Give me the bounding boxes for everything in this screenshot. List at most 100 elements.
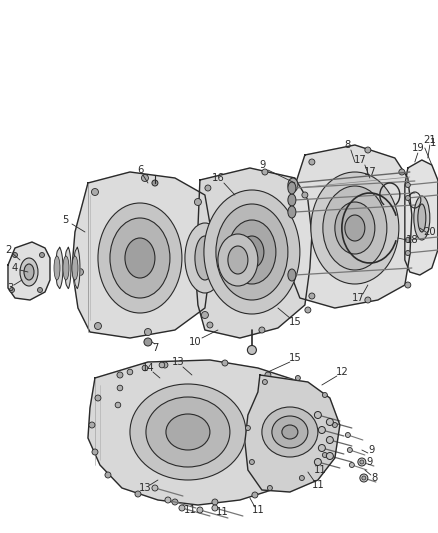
Circle shape (358, 458, 366, 466)
Circle shape (318, 445, 325, 451)
Text: 2: 2 (5, 245, 11, 255)
Circle shape (92, 189, 99, 196)
Ellipse shape (110, 218, 170, 298)
Circle shape (322, 453, 327, 457)
Circle shape (405, 282, 411, 288)
Ellipse shape (288, 269, 296, 281)
Circle shape (145, 328, 152, 335)
Ellipse shape (345, 215, 365, 241)
Circle shape (322, 392, 327, 398)
Circle shape (10, 287, 14, 293)
Text: 15: 15 (289, 317, 301, 327)
Ellipse shape (125, 238, 155, 278)
Circle shape (201, 311, 208, 319)
Circle shape (285, 475, 291, 481)
Ellipse shape (72, 256, 78, 280)
Circle shape (117, 385, 123, 391)
Polygon shape (56, 247, 63, 289)
Circle shape (142, 365, 148, 371)
Ellipse shape (54, 256, 60, 280)
Circle shape (117, 372, 123, 378)
Circle shape (302, 449, 308, 455)
Ellipse shape (166, 414, 210, 450)
Text: 14: 14 (141, 363, 154, 373)
Ellipse shape (282, 425, 298, 439)
Ellipse shape (24, 264, 34, 280)
Ellipse shape (98, 203, 182, 313)
Circle shape (350, 463, 354, 467)
Circle shape (197, 507, 203, 513)
Polygon shape (288, 145, 412, 308)
Circle shape (345, 432, 350, 438)
Ellipse shape (63, 256, 69, 280)
Text: 13: 13 (139, 483, 151, 493)
Circle shape (152, 180, 158, 186)
Circle shape (159, 362, 165, 368)
Ellipse shape (146, 397, 230, 467)
Text: 12: 12 (336, 367, 348, 377)
Circle shape (309, 293, 315, 299)
Circle shape (405, 196, 410, 200)
Circle shape (262, 379, 267, 384)
Text: 19: 19 (411, 143, 424, 153)
Polygon shape (65, 247, 71, 289)
Circle shape (95, 322, 102, 329)
Ellipse shape (288, 178, 298, 192)
Circle shape (326, 437, 333, 443)
Circle shape (347, 448, 352, 453)
Circle shape (152, 485, 158, 491)
Ellipse shape (288, 206, 296, 218)
Circle shape (77, 269, 84, 276)
Circle shape (127, 369, 133, 375)
Circle shape (212, 499, 218, 505)
Ellipse shape (311, 172, 399, 284)
Ellipse shape (335, 202, 375, 254)
Circle shape (365, 147, 371, 153)
Text: 8: 8 (345, 140, 351, 150)
Circle shape (305, 307, 311, 313)
Circle shape (405, 182, 410, 188)
Circle shape (305, 415, 311, 421)
Circle shape (252, 492, 258, 498)
Circle shape (194, 198, 201, 206)
Text: 4: 4 (12, 263, 18, 273)
Text: 6: 6 (137, 165, 143, 175)
Text: 17: 17 (353, 155, 366, 165)
Text: 8: 8 (372, 473, 378, 483)
Circle shape (247, 345, 256, 354)
Circle shape (265, 372, 271, 378)
Polygon shape (74, 247, 80, 289)
Circle shape (295, 389, 301, 395)
Ellipse shape (288, 194, 296, 206)
Text: 5: 5 (62, 215, 68, 225)
Circle shape (295, 376, 300, 381)
Polygon shape (245, 375, 340, 492)
Ellipse shape (288, 182, 296, 194)
Circle shape (318, 426, 325, 433)
Polygon shape (195, 168, 312, 338)
Circle shape (212, 505, 218, 511)
Circle shape (92, 449, 98, 455)
Text: 3: 3 (7, 283, 13, 293)
Circle shape (207, 322, 213, 328)
Circle shape (259, 327, 265, 333)
Ellipse shape (323, 186, 387, 270)
Circle shape (326, 418, 333, 425)
Text: 11: 11 (215, 507, 228, 517)
Ellipse shape (216, 204, 288, 300)
Circle shape (165, 497, 171, 503)
Circle shape (249, 459, 254, 464)
Circle shape (267, 486, 272, 490)
Text: 9: 9 (369, 445, 375, 455)
Text: 15: 15 (289, 353, 301, 363)
Text: 13: 13 (172, 357, 184, 367)
Circle shape (38, 287, 42, 293)
Ellipse shape (20, 258, 38, 286)
Text: 20: 20 (424, 227, 436, 237)
Circle shape (89, 422, 95, 428)
Text: 11: 11 (314, 465, 326, 475)
Polygon shape (88, 360, 312, 505)
Circle shape (309, 159, 315, 165)
Polygon shape (405, 160, 438, 275)
Text: 7: 7 (152, 343, 158, 353)
